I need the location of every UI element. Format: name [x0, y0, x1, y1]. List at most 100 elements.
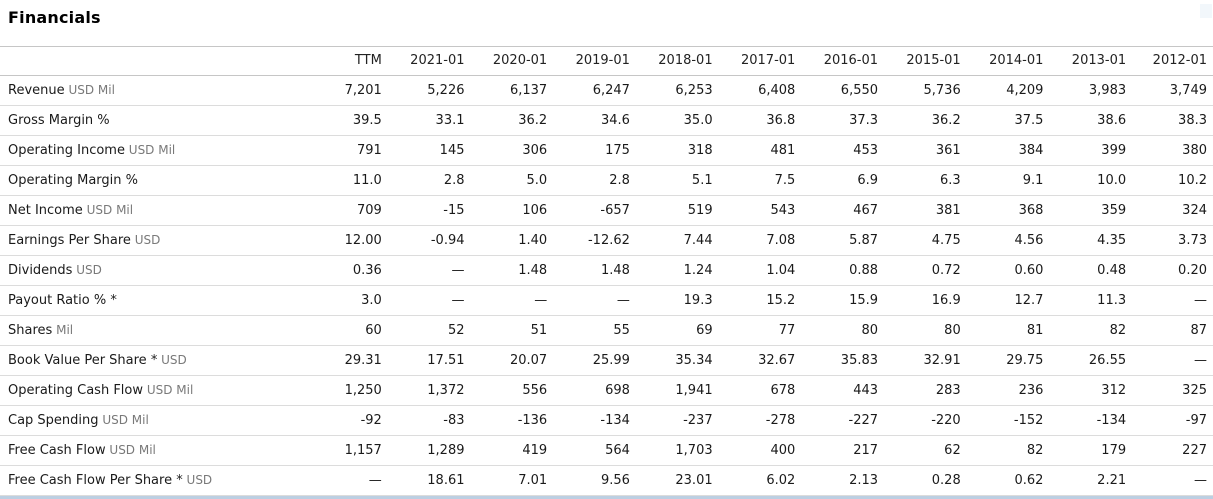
row-label-text: Revenue: [8, 83, 65, 98]
data-cell: 38.3: [1130, 105, 1213, 136]
data-cell: -237: [633, 405, 717, 436]
row-label-text: Dividends: [8, 263, 73, 278]
data-cell: -12.62: [551, 225, 634, 256]
data-cell: 7.08: [716, 225, 800, 256]
data-cell: -136: [468, 405, 552, 436]
data-cell: -83: [385, 405, 469, 436]
data-cell: 227: [1130, 435, 1213, 466]
data-cell: -657: [551, 195, 634, 226]
data-cell: 23.01: [633, 465, 717, 496]
row-unit-label: USD Mil: [124, 143, 176, 157]
data-cell: 6.3: [882, 165, 965, 196]
data-cell: 39.5: [303, 105, 386, 136]
data-cell: 1,250: [303, 375, 386, 406]
data-cell: 6,253: [633, 75, 717, 106]
table-row: Operating Margin % 11.0 2.8 5.0 2.8 5.1 7.5 6.9…: [0, 165, 1213, 196]
data-cell: 20.07: [468, 345, 552, 376]
column-header: 2013-01: [1047, 46, 1131, 76]
data-cell: 175: [551, 135, 634, 166]
data-cell: 82: [964, 435, 1048, 466]
data-cell: 15.9: [799, 285, 883, 316]
data-cell: 306: [468, 135, 552, 166]
row-label-text: Payout Ratio % *: [8, 293, 117, 308]
data-cell: 678: [716, 375, 800, 406]
data-cell: -134: [1047, 405, 1131, 436]
table-row: Shares Mil 60 52 51 55 69 77 80 80 81 82 87: [0, 315, 1213, 346]
data-cell: 467: [799, 195, 883, 226]
data-cell: 443: [799, 375, 883, 406]
column-header: 2018-01: [633, 46, 717, 76]
row-unit-label: USD Mil: [82, 203, 134, 217]
data-cell: —: [1130, 285, 1213, 316]
data-cell: 361: [882, 135, 965, 166]
data-cell: 2.8: [385, 165, 469, 196]
data-cell: 36.2: [882, 105, 965, 136]
data-cell: 698: [551, 375, 634, 406]
data-cell: 325: [1130, 375, 1213, 406]
data-cell: 1.24: [633, 255, 717, 286]
data-cell: -0.94: [385, 225, 469, 256]
row-label: Operating Income USD Mil: [0, 135, 304, 166]
data-cell: 4,209: [964, 75, 1048, 106]
row-label: Payout Ratio % *: [0, 285, 304, 316]
data-cell: 217: [799, 435, 883, 466]
data-cell: 1.48: [551, 255, 634, 286]
row-label-text: Free Cash Flow: [8, 443, 106, 458]
data-cell: -278: [716, 405, 800, 436]
row-unit-label: USD: [72, 263, 102, 277]
data-cell: 7.5: [716, 165, 800, 196]
table-body: Revenue USD Mil 7,201 5,226 6,137 6,247 6,253…: [0, 75, 1213, 499]
data-cell: 37.3: [799, 105, 883, 136]
data-cell: 283: [882, 375, 965, 406]
column-header: 2012-01: [1130, 46, 1213, 76]
table-row: Operating Income USD Mil 791 145 306 175 318 4…: [0, 135, 1213, 166]
data-cell: —: [1130, 345, 1213, 376]
column-header: 2017-01: [716, 46, 800, 76]
data-cell: —: [385, 255, 469, 286]
table-row: Cap Spending USD Mil -92 -83 -136 -134 -237 -2…: [0, 405, 1213, 436]
data-cell: 2.13: [799, 465, 883, 496]
data-cell: -92: [303, 405, 386, 436]
row-label-text: Operating Cash Flow: [8, 383, 143, 398]
data-cell: 106: [468, 195, 552, 226]
row-label: Operating Cash Flow USD Mil: [0, 375, 304, 406]
data-cell: 2.8: [551, 165, 634, 196]
data-cell: -134: [551, 405, 634, 436]
data-cell: 52: [385, 315, 469, 346]
row-label-text: Net Income: [8, 203, 83, 218]
column-header: 2019-01: [551, 46, 634, 76]
data-cell: 179: [1047, 435, 1131, 466]
data-cell: 26.55: [1047, 345, 1131, 376]
data-cell: 4.75: [882, 225, 965, 256]
data-cell: -220: [882, 405, 965, 436]
page-title: Financials: [8, 8, 101, 27]
data-cell: 82: [1047, 315, 1131, 346]
row-label-text: Cap Spending: [8, 413, 99, 428]
data-cell: 36.2: [468, 105, 552, 136]
row-unit-label: USD Mil: [105, 443, 156, 457]
data-cell: 324: [1130, 195, 1213, 226]
data-cell: 399: [1047, 135, 1131, 166]
data-cell: 5.1: [633, 165, 717, 196]
row-label: Free Cash Flow USD Mil: [0, 435, 304, 466]
data-cell: 7,201: [303, 75, 386, 106]
data-cell: 6,247: [551, 75, 634, 106]
column-header: TTM: [303, 46, 386, 76]
data-cell: 543: [716, 195, 800, 226]
row-label-text: Operating Margin %: [8, 173, 139, 188]
row-label-text: Shares: [8, 323, 53, 338]
horizontal-scrollbar[interactable]: [0, 496, 1213, 499]
row-label: Gross Margin %: [0, 105, 304, 136]
table-row: Earnings Per Share USD 12.00 -0.94 1.40 -12.…: [0, 225, 1213, 256]
data-cell: 419: [468, 435, 552, 466]
data-cell: 368: [964, 195, 1048, 226]
row-unit-label: USD: [130, 233, 161, 247]
data-cell: 36.8: [716, 105, 800, 136]
data-cell: 4.35: [1047, 225, 1131, 256]
data-cell: 0.48: [1047, 255, 1131, 286]
column-header: 2016-01: [799, 46, 883, 76]
data-cell: 556: [468, 375, 552, 406]
data-cell: 0.28: [882, 465, 965, 496]
data-cell: 0.88: [799, 255, 883, 286]
data-cell: 312: [1047, 375, 1131, 406]
